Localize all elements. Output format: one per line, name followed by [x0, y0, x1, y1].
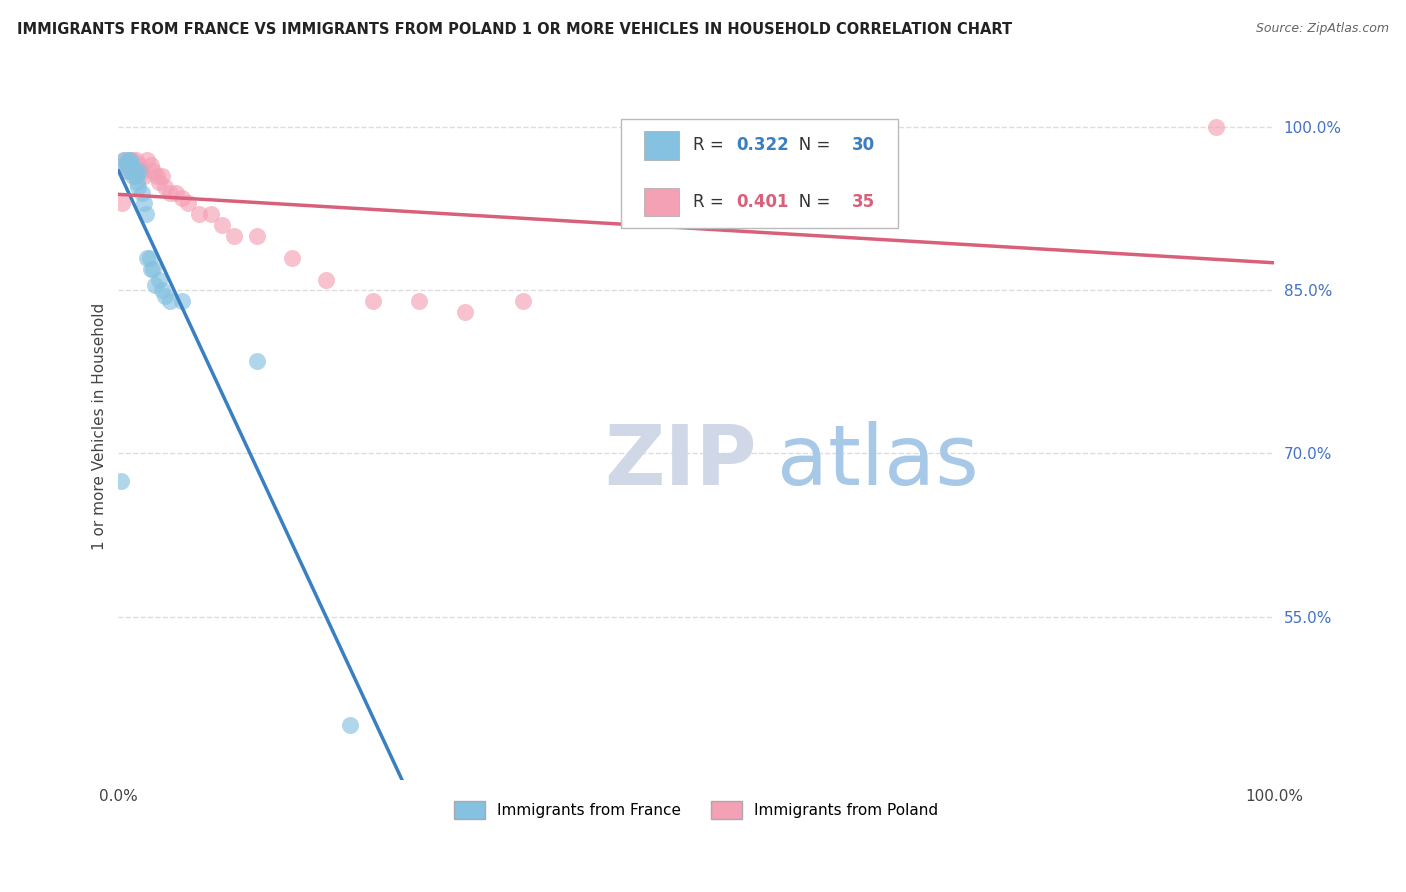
FancyBboxPatch shape — [621, 119, 898, 228]
Text: ZIP: ZIP — [603, 421, 756, 502]
Point — [110, 474, 132, 488]
Point — [125, 169, 148, 184]
Point — [177, 196, 200, 211]
Point — [159, 294, 181, 309]
Point — [408, 294, 430, 309]
Point — [127, 164, 149, 178]
Point — [142, 164, 165, 178]
Point — [512, 294, 534, 309]
Point — [165, 186, 187, 200]
Point — [128, 158, 150, 172]
Point — [211, 218, 233, 232]
Text: Source: ZipAtlas.com: Source: ZipAtlas.com — [1256, 22, 1389, 36]
Point — [115, 164, 138, 178]
Text: 30: 30 — [852, 136, 876, 154]
Point — [111, 196, 134, 211]
Text: atlas: atlas — [778, 421, 979, 502]
Point — [122, 169, 145, 184]
Text: N =: N = — [783, 136, 835, 154]
Point — [150, 169, 173, 184]
Point — [125, 153, 148, 167]
Point — [246, 354, 269, 368]
Point — [139, 261, 162, 276]
Point — [131, 186, 153, 200]
Point — [132, 169, 155, 184]
Point — [121, 153, 143, 167]
Point — [150, 284, 173, 298]
Point — [142, 261, 165, 276]
Point — [1205, 120, 1227, 135]
Point — [118, 158, 141, 172]
Point — [246, 229, 269, 244]
Point — [122, 158, 145, 172]
Point — [153, 180, 176, 194]
Point — [361, 294, 384, 309]
Point — [200, 207, 222, 221]
Point — [170, 191, 193, 205]
Point — [139, 158, 162, 172]
Point — [121, 158, 143, 172]
Point — [132, 196, 155, 211]
Point — [281, 251, 304, 265]
Point — [159, 186, 181, 200]
Legend: Immigrants from France, Immigrants from Poland: Immigrants from France, Immigrants from … — [449, 795, 945, 825]
Point — [315, 272, 337, 286]
Point — [145, 169, 167, 184]
Point — [138, 251, 160, 265]
Point — [170, 294, 193, 309]
Point — [125, 175, 148, 189]
Point — [120, 164, 142, 178]
Point — [118, 153, 141, 167]
Text: R =: R = — [693, 136, 728, 154]
Point — [124, 164, 146, 178]
Point — [127, 180, 149, 194]
Point — [222, 229, 245, 244]
Point — [136, 153, 159, 167]
Point — [339, 718, 361, 732]
Text: IMMIGRANTS FROM FRANCE VS IMMIGRANTS FROM POLAND 1 OR MORE VEHICLES IN HOUSEHOLD: IMMIGRANTS FROM FRANCE VS IMMIGRANTS FRO… — [17, 22, 1012, 37]
FancyBboxPatch shape — [644, 131, 679, 160]
Point — [128, 164, 150, 178]
Text: 0.401: 0.401 — [737, 193, 789, 211]
Point — [112, 158, 135, 172]
Point — [148, 272, 170, 286]
Point — [136, 251, 159, 265]
Point — [112, 153, 135, 167]
Point — [117, 153, 139, 167]
Point — [131, 164, 153, 178]
Point — [454, 305, 477, 319]
Point — [135, 207, 157, 221]
Point — [118, 153, 141, 167]
Y-axis label: 1 or more Vehicles in Household: 1 or more Vehicles in Household — [93, 302, 107, 549]
Text: 35: 35 — [852, 193, 876, 211]
Point — [188, 207, 211, 221]
Point — [153, 289, 176, 303]
Point — [115, 158, 138, 172]
Point — [112, 153, 135, 167]
FancyBboxPatch shape — [644, 187, 679, 216]
Text: N =: N = — [783, 193, 835, 211]
Text: R =: R = — [693, 193, 728, 211]
Point — [145, 277, 167, 292]
Text: 0.322: 0.322 — [737, 136, 789, 154]
Point — [117, 164, 139, 178]
Point — [148, 175, 170, 189]
